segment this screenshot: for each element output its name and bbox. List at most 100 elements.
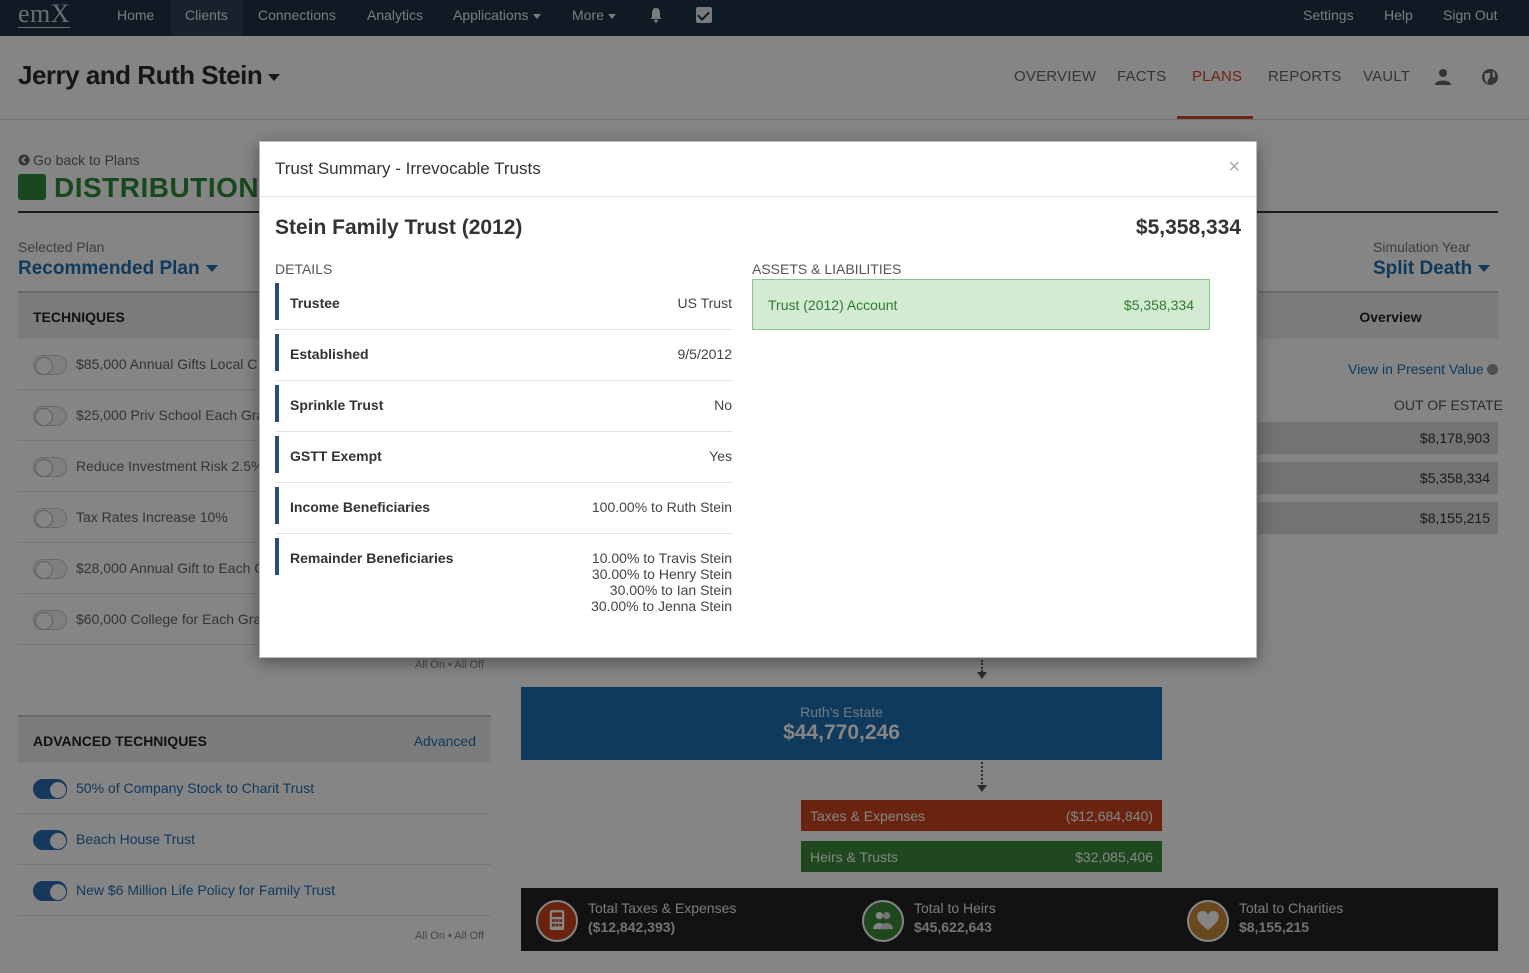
techniques-title: TECHNIQUES — [33, 309, 125, 325]
technique-row[interactable]: $85,000 Annual Gifts Local C — [18, 339, 491, 390]
advanced-all-on-off[interactable]: All On • All Off — [415, 930, 485, 942]
technique-toggle[interactable] — [33, 406, 67, 426]
details-label: DETAILS — [275, 261, 333, 277]
asset-name: Trust (2012) Account — [768, 297, 898, 313]
detail-row-sprinkle: Sprinkle Trust No — [275, 381, 733, 432]
asset-row[interactable]: Trust (2012) Account $5,358,334 — [752, 279, 1210, 330]
modal-title: Trust Summary - Irrevocable Trusts — [275, 159, 541, 178]
client-selector[interactable]: Jerry and Ruth Stein — [18, 60, 281, 91]
technique-label: $85,000 Annual Gifts Local C — [76, 356, 258, 372]
total-heirs-label: Total to Heirs — [914, 900, 996, 916]
tab-overview[interactable]: OVERVIEW — [1014, 68, 1097, 85]
row-accent — [275, 334, 279, 371]
taxes-expenses-bar[interactable]: Taxes & Expenses ($12,684,840) — [801, 800, 1162, 831]
estate-value: $44,770,246 — [783, 721, 900, 744]
technique-label: $60,000 College for Each Gra — [76, 611, 262, 627]
detail-key: Remainder Beneficiaries — [290, 550, 454, 566]
back-to-plans-link[interactable]: Go back to Plans — [18, 152, 140, 168]
tab-vault[interactable]: VAULT — [1363, 68, 1411, 85]
row-accent — [275, 487, 279, 524]
nav-settings[interactable]: Settings — [1303, 7, 1354, 23]
page-title: DISTRIBUTION — [18, 172, 259, 204]
globe-icon[interactable] — [1481, 68, 1499, 86]
technique-toggle[interactable] — [33, 559, 67, 579]
row-accent — [275, 538, 279, 575]
technique-row[interactable]: Reduce Investment Risk 2.5% — [18, 441, 491, 492]
remainder-beneficiary: 10.00% to Travis Stein — [591, 550, 732, 566]
heirs-trusts-bar[interactable]: Heirs & Trusts $32,085,406 — [801, 841, 1162, 872]
out-of-estate-value: $8,155,215 — [1419, 510, 1490, 526]
simulation-year-dropdown[interactable]: Split Death — [1373, 258, 1491, 280]
heirs-value: $32,085,406 — [1075, 849, 1153, 865]
tasks-check-icon[interactable] — [696, 7, 712, 23]
techniques-all-on-off[interactable]: All On • All Off — [415, 659, 485, 671]
present-value-label: View in Present Value — [1348, 361, 1484, 377]
close-icon[interactable]: × — [1228, 156, 1240, 178]
tab-facts[interactable]: FACTS — [1117, 68, 1167, 85]
total-taxes-value: ($12,842,393) — [588, 919, 676, 935]
person-icon[interactable] — [1434, 68, 1452, 86]
arrow-down-icon — [977, 672, 987, 679]
estate-label: Ruth's Estate — [800, 704, 883, 720]
selected-plan-label: Selected Plan — [18, 239, 105, 255]
out-of-estate-label: OUT OF ESTATE — [1394, 397, 1503, 413]
remainder-beneficiary: 30.00% to Ian Stein — [609, 582, 732, 598]
technique-row[interactable]: $25,000 Priv School Each Gra — [18, 390, 491, 441]
advanced-technique-toggle[interactable] — [33, 830, 67, 850]
row-accent — [275, 436, 279, 473]
people-icon — [862, 900, 904, 942]
help-icon[interactable] — [1486, 364, 1498, 375]
nav-more[interactable]: More — [558, 0, 630, 36]
advanced-technique-row[interactable]: Beach House Trust — [18, 814, 491, 865]
nav-home[interactable]: Home — [117, 7, 155, 23]
detail-value: 9/5/2012 — [677, 346, 733, 362]
technique-toggle[interactable] — [33, 355, 67, 375]
chevron-down-icon — [268, 73, 281, 81]
advanced-technique-toggle[interactable] — [33, 881, 67, 901]
out-of-estate-bar: $8,178,903 — [1258, 422, 1498, 454]
simulation-year-label: Simulation Year — [1373, 239, 1471, 255]
technique-toggle[interactable] — [33, 610, 67, 630]
top-nav: emX Home Clients Connections Analytics A… — [0, 0, 1529, 36]
technique-toggle[interactable] — [33, 457, 67, 477]
remainder-list: 10.00% to Travis Stein 30.00% to Henry S… — [591, 550, 732, 614]
emx-logo[interactable]: emX — [18, 0, 71, 28]
technique-row[interactable]: $60,000 College for Each Gra — [18, 594, 491, 645]
out-of-estate-value: $8,178,903 — [1419, 430, 1490, 446]
nav-help[interactable]: Help — [1384, 7, 1413, 23]
detail-row-income: Income Beneficiaries 100.00% to Ruth Stei… — [275, 483, 733, 534]
out-of-estate-bar: $5,358,334 — [1258, 462, 1498, 494]
detail-row-established: Established 9/5/2012 — [275, 330, 733, 381]
detail-value: US Trust — [677, 295, 732, 311]
advanced-technique-toggle[interactable] — [33, 779, 67, 799]
advanced-link[interactable]: Advanced — [413, 733, 476, 749]
advanced-technique-row[interactable]: 50% of Company Stock to Charit Trust — [18, 763, 491, 814]
present-value-link[interactable]: View in Present Value — [1348, 361, 1498, 377]
nav-connections[interactable]: Connections — [258, 7, 336, 23]
selected-plan-dropdown[interactable]: Recommended Plan — [18, 258, 218, 280]
technique-label: $25,000 Priv School Each Gra — [76, 407, 265, 423]
technique-row[interactable]: $28,000 Annual Gift to Each C — [18, 543, 491, 594]
chevron-down-icon — [607, 13, 616, 19]
remainder-beneficiary: 30.00% to Jenna Stein — [591, 598, 732, 614]
ruths-estate-box[interactable]: Ruth's Estate $44,770,246 — [521, 687, 1162, 760]
detail-value: Yes — [709, 448, 732, 464]
selected-plan-value: Recommended Plan — [18, 258, 200, 279]
flow-connector — [981, 660, 983, 672]
bell-icon[interactable] — [648, 7, 664, 23]
nav-clients[interactable]: Clients — [171, 0, 242, 36]
technique-label: Tax Rates Increase 10% — [76, 509, 228, 525]
chevron-down-icon — [1478, 265, 1491, 273]
heart-icon — [1187, 900, 1229, 942]
detail-row-trustee: Trustee US Trust — [275, 279, 733, 330]
technique-toggle[interactable] — [33, 508, 67, 528]
nav-analytics[interactable]: Analytics — [367, 7, 424, 23]
nav-sign-out[interactable]: Sign Out — [1443, 7, 1498, 23]
nav-applications[interactable]: Applications — [439, 0, 555, 36]
tab-reports[interactable]: REPORTS — [1268, 68, 1342, 85]
total-heirs-value: $45,622,643 — [914, 919, 992, 935]
advanced-technique-row[interactable]: New $6 Million Life Policy for Family Tr… — [18, 865, 491, 916]
technique-row[interactable]: Tax Rates Increase 10% — [18, 492, 491, 543]
tab-plans[interactable]: PLANS — [1192, 68, 1243, 85]
overview-tab[interactable]: Overview — [1258, 291, 1498, 339]
